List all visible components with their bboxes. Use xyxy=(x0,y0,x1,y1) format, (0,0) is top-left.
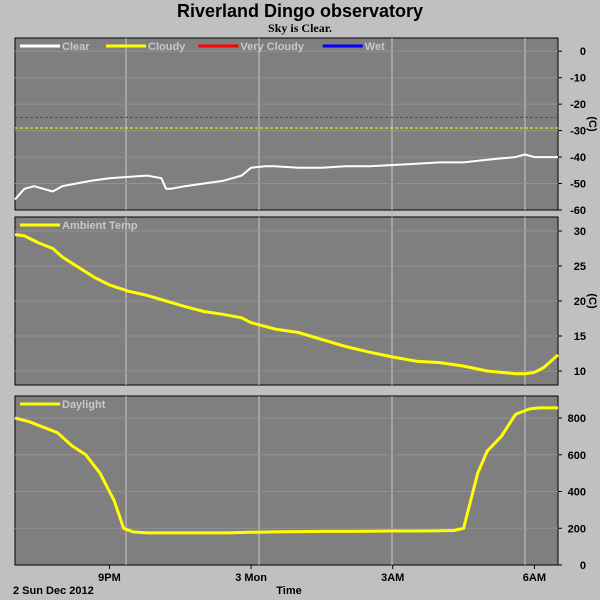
y-tick-label: 0 xyxy=(580,46,586,58)
x-tick-label: 3 Mon xyxy=(235,572,267,584)
y-tick-label: 20 xyxy=(574,296,586,308)
x-tick-label: 6AM xyxy=(523,572,546,584)
series-line-ambient-temp xyxy=(14,233,559,376)
page-title: Riverland Dingo observatory xyxy=(176,1,424,21)
y-tick-label: 30 xyxy=(574,226,586,238)
y-tick-label: 15 xyxy=(574,331,586,343)
legend-label: Wet xyxy=(365,41,385,53)
panel-background xyxy=(14,395,559,566)
x-tick-label: 9PM xyxy=(98,572,121,584)
panel-background xyxy=(14,37,559,211)
y-tick-label: 200 xyxy=(568,523,586,535)
series-line-clear xyxy=(14,153,558,201)
y-tick-label: 800 xyxy=(568,413,586,425)
y-tick-label: -50 xyxy=(570,179,586,191)
axis-unit-label: (C) xyxy=(586,293,598,309)
y-tick-label: 600 xyxy=(568,450,586,462)
date-label: 2 Sun Dec 2012 xyxy=(13,585,94,597)
chart-panel-ambient: 30 25 20 15 10 (C) Ambient Temp xyxy=(14,216,598,386)
chart-panel-sky: 0 -10 -20 -30 -40 -50 -60 (C) Clear Cloudy Very Cl… xyxy=(14,37,598,217)
axis-unit-label: (C) xyxy=(586,116,598,132)
y-tick-label: 400 xyxy=(568,487,586,499)
x-tick-label: 3AM xyxy=(381,572,404,584)
x-axis-label: Time xyxy=(276,585,301,597)
y-tick-label: 10 xyxy=(574,366,586,378)
y-tick-label: -60 xyxy=(570,205,586,217)
legend-label: Clear xyxy=(62,41,90,53)
y-tick-label: 0 xyxy=(580,560,586,572)
series-line-daylight xyxy=(14,406,558,535)
y-tick-label: -20 xyxy=(570,99,586,111)
y-tick-label: 25 xyxy=(574,261,586,273)
page-subtitle: Sky is Clear. xyxy=(268,21,332,35)
legend-label: Daylight xyxy=(62,399,106,411)
legend-label: Cloudy xyxy=(148,41,186,53)
y-tick-label: -30 xyxy=(570,126,586,138)
legend-label: Ambient Temp xyxy=(62,220,138,232)
y-tick-label: -10 xyxy=(570,73,586,85)
chart-panel-daylight: 800 600 400 200 0 Daylight 9PM 3 Mon 3AM 6AM xyxy=(14,395,586,584)
legend-label: Very Cloudy xyxy=(240,41,304,53)
y-tick-label: -40 xyxy=(570,152,586,164)
